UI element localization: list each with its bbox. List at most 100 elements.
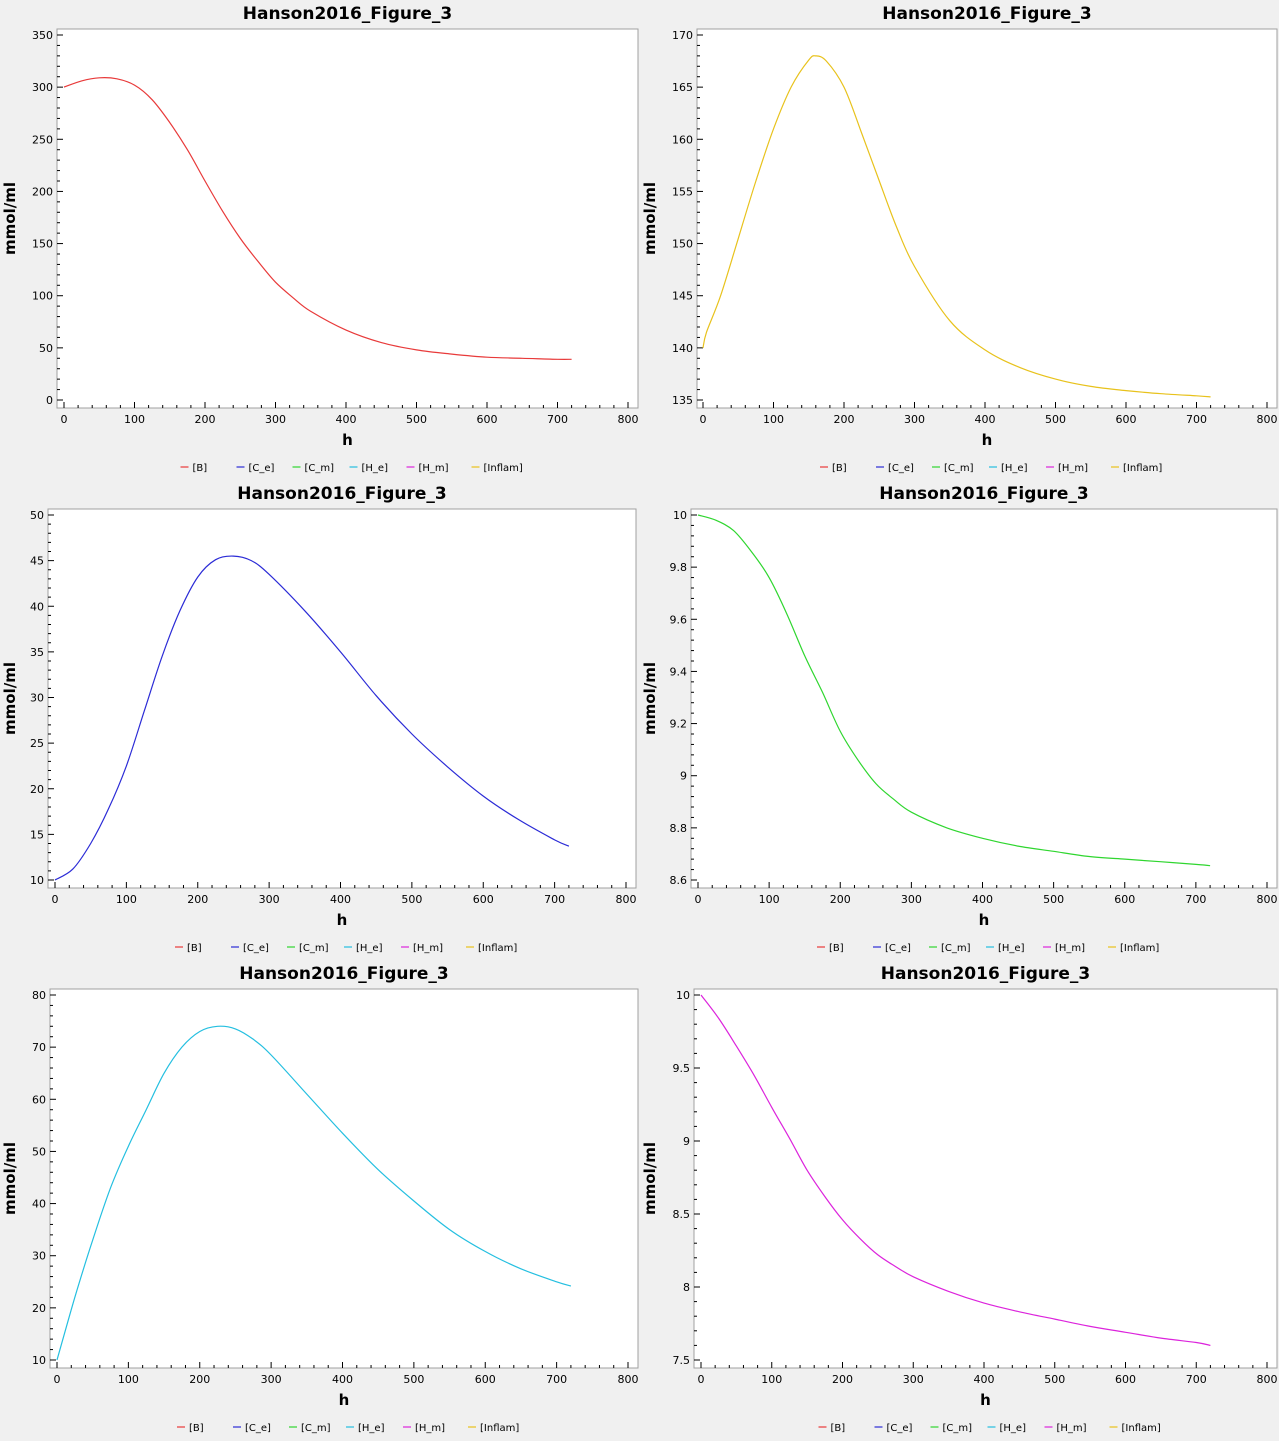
y-tick-label: 160: [672, 133, 693, 146]
plot-area: [690, 508, 1278, 889]
y-tick-label: 9.4: [670, 665, 688, 678]
y-tick-label: 7.5: [673, 1354, 691, 1367]
legend-entry: [C_m]: [301, 1423, 331, 1434]
plot-area: [47, 508, 637, 889]
legend-entry: [C_e]: [245, 1423, 271, 1434]
plot-area: [693, 988, 1278, 1369]
x-tick-label: 600: [1114, 893, 1135, 906]
y-tick-label: 30: [32, 1250, 46, 1263]
x-tick-label: 500: [406, 413, 427, 426]
y-tick-label: 20: [30, 783, 44, 796]
legend-entry: [H_m]: [1058, 463, 1088, 474]
chart-title: Hanson2016_Figure_3: [882, 4, 1091, 24]
y-tick-label: 70: [32, 1041, 46, 1054]
x-tick-label: 100: [761, 1373, 782, 1386]
x-tick-label: 0: [54, 1373, 61, 1386]
x-tick-label: 400: [972, 893, 993, 906]
y-tick-label: 150: [672, 238, 693, 251]
x-tick-label: 0: [695, 893, 702, 906]
x-tick-label: 500: [1043, 893, 1064, 906]
series-line: [700, 994, 1211, 1346]
x-axis-label: h: [979, 911, 990, 929]
legend-entry: [C_m]: [305, 463, 335, 474]
x-tick-label: 700: [546, 1373, 567, 1386]
x-tick-label: 200: [189, 1373, 210, 1386]
y-tick-label: 9: [680, 770, 687, 783]
legend-entry: [B]: [831, 1423, 846, 1434]
legend-entry: [Inflam]: [484, 463, 523, 474]
x-axis-label: h: [339, 1391, 350, 1409]
y-tick-label: 8.6: [670, 874, 688, 887]
y-tick-label: 155: [672, 185, 693, 198]
x-tick-label: 100: [116, 893, 137, 906]
legend-entry: [H_e]: [356, 943, 383, 954]
legend-entry: [C_e]: [243, 943, 269, 954]
y-tick-label: 10: [676, 989, 690, 1002]
x-tick-label: 700: [1186, 1373, 1207, 1386]
plot-area: [49, 988, 639, 1369]
legend-entry: [C_e]: [885, 943, 911, 954]
x-tick-label: 500: [403, 1373, 424, 1386]
x-tick-label: 800: [618, 1373, 639, 1386]
y-tick-label: 10: [32, 1354, 46, 1367]
x-tick-label: 100: [763, 413, 784, 426]
y-tick-label: 150: [32, 238, 53, 251]
x-tick-label: 400: [330, 893, 351, 906]
y-tick-label: 165: [672, 81, 693, 94]
x-axis-label: h: [982, 431, 993, 449]
legend-entry: [B]: [193, 463, 208, 474]
x-tick-label: 400: [975, 413, 996, 426]
x-tick-label: 200: [187, 893, 208, 906]
legend-entry: [C_m]: [299, 943, 329, 954]
chart-svg-2: Hanson2016_Figure_3 135 140 145 150 155 160 165…: [641, 4, 1278, 474]
x-tick-label: 300: [903, 1373, 924, 1386]
x-tick-label: 0: [52, 893, 59, 906]
y-tick-label: 35: [30, 646, 44, 659]
x-tick-label: 700: [1185, 893, 1206, 906]
x-tick-label: 0: [698, 1373, 705, 1386]
x-tick-label: 300: [261, 1373, 282, 1386]
y-tick-label: 9.2: [670, 718, 688, 731]
x-tick-label: 100: [124, 413, 145, 426]
x-tick-label: 0: [700, 413, 707, 426]
legend-entry: [C_e]: [888, 463, 914, 474]
chart-title: Hanson2016_Figure_3: [237, 484, 446, 504]
y-tick-label: 50: [32, 1145, 46, 1158]
x-tick-label: 200: [832, 1373, 853, 1386]
y-tick-label: 80: [32, 989, 46, 1002]
y-tick-label: 170: [672, 29, 693, 42]
chart-panel-4: Hanson2016_Figure_3 8.6 8.8 9 9.2 9.4 9.6 9.8 10…: [640, 480, 1279, 960]
x-tick-label: 500: [401, 893, 422, 906]
x-tick-label: 800: [1257, 893, 1278, 906]
y-tick-label: 9.8: [670, 561, 688, 574]
legend-entry: [B]: [829, 943, 844, 954]
y-tick-label: 9.6: [670, 613, 688, 626]
x-tick-label: 800: [616, 893, 637, 906]
x-tick-label: 700: [547, 413, 568, 426]
series-line: [56, 1025, 572, 1361]
y-tick-label: 135: [672, 394, 693, 407]
legend-entry: [H_m]: [415, 1423, 445, 1434]
y-tick-label: 140: [672, 342, 693, 355]
x-tick-label: 200: [195, 413, 216, 426]
series-line: [702, 55, 1211, 398]
x-tick-label: 500: [1044, 1373, 1065, 1386]
x-tick-label: 800: [1257, 413, 1278, 426]
chart-title: Hanson2016_Figure_3: [243, 4, 452, 24]
legend-entry: [H_e]: [1000, 1423, 1027, 1434]
x-tick-label: 200: [830, 893, 851, 906]
legend-entry: [Inflam]: [480, 1423, 519, 1434]
y-tick-label: 250: [32, 133, 53, 146]
x-axis-label: h: [337, 911, 348, 929]
legend-entry: [C_m]: [944, 463, 974, 474]
legend-entry: [H_e]: [358, 1423, 385, 1434]
legend-entry: [H_m]: [413, 943, 443, 954]
x-tick-label: 300: [904, 413, 925, 426]
plot-area: [56, 28, 639, 409]
legend-entry: [B]: [189, 1423, 204, 1434]
x-tick-label: 0: [61, 413, 68, 426]
x-tick-label: 300: [901, 893, 922, 906]
y-tick-label: 40: [30, 600, 44, 613]
x-tick-label: 400: [332, 1373, 353, 1386]
